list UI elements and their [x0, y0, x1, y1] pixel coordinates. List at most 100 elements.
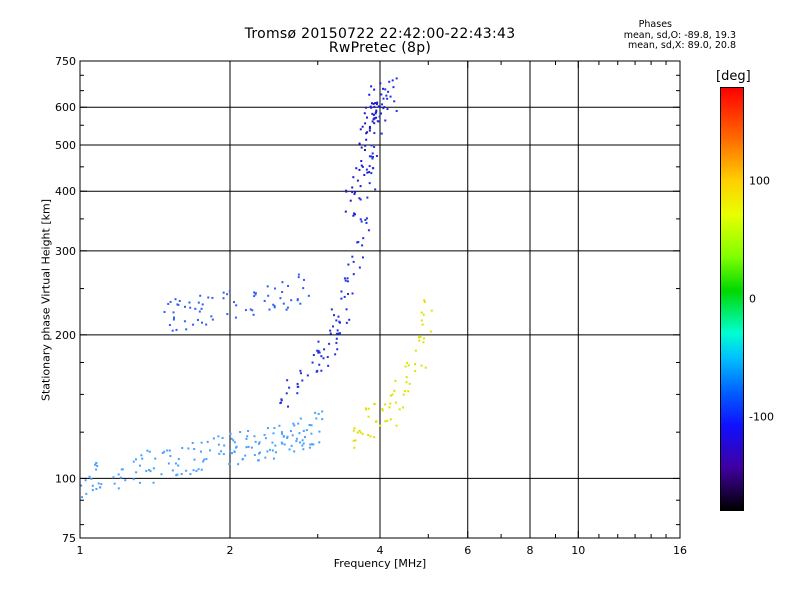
data-point: [141, 457, 144, 460]
data-point: [174, 462, 177, 465]
data-point: [356, 179, 359, 182]
data-point: [389, 394, 392, 397]
data-point: [395, 424, 398, 427]
data-point: [195, 469, 198, 472]
data-point: [257, 459, 260, 462]
data-point: [368, 127, 371, 130]
data-point: [253, 435, 256, 438]
data-point: [296, 385, 299, 388]
data-point: [366, 131, 369, 134]
data-point: [419, 336, 422, 339]
data-point: [347, 263, 350, 266]
data-point: [239, 431, 242, 434]
data-point: [307, 294, 310, 297]
data-point: [365, 138, 368, 141]
data-point: [430, 309, 433, 312]
data-point: [222, 291, 225, 294]
y-tick-label: 100: [55, 472, 76, 485]
data-point: [175, 328, 178, 331]
data-point: [181, 446, 184, 449]
data-point: [363, 112, 366, 115]
data-point: [254, 440, 257, 443]
x-tick-label: 1: [77, 544, 84, 557]
data-point: [323, 348, 326, 351]
data-point: [310, 424, 313, 427]
y-tick-label: 200: [55, 329, 76, 342]
data-point: [365, 132, 368, 135]
data-point: [211, 318, 214, 321]
x-tick-label: 16: [673, 544, 687, 557]
data-point: [363, 173, 366, 176]
data-point: [318, 430, 321, 433]
data-point: [273, 427, 276, 430]
phase-x-line: mean, sd,X: 89.0, 20.8: [627, 40, 736, 51]
data-point: [288, 448, 291, 451]
data-point: [197, 301, 200, 304]
data-point: [420, 311, 423, 314]
data-point: [91, 489, 94, 492]
data-point: [286, 306, 289, 309]
data-point: [183, 305, 186, 308]
data-point: [407, 364, 410, 367]
data-point: [391, 393, 394, 396]
data-point: [370, 144, 373, 147]
data-point: [188, 301, 191, 304]
data-point: [303, 436, 306, 439]
data-point: [380, 132, 383, 135]
data-point: [318, 441, 321, 444]
data-point: [394, 379, 397, 382]
data-point: [271, 449, 274, 452]
data-point: [268, 308, 271, 311]
data-point: [353, 212, 356, 215]
data-point: [378, 115, 381, 118]
data-point: [402, 393, 405, 396]
data-point: [233, 450, 236, 453]
data-point: [318, 351, 321, 354]
data-point: [199, 294, 202, 297]
data-point: [253, 295, 256, 298]
data-point: [371, 155, 374, 158]
data-point: [373, 117, 376, 120]
data-point: [334, 353, 337, 356]
data-point: [367, 407, 370, 410]
data-point: [244, 309, 247, 312]
data-point: [356, 431, 359, 434]
data-point: [346, 277, 349, 280]
data-point: [171, 329, 174, 332]
data-point: [336, 329, 339, 332]
data-point: [289, 430, 292, 433]
data-point: [244, 454, 247, 457]
data-point: [375, 103, 378, 106]
data-point: [178, 299, 181, 302]
data-point: [370, 155, 373, 158]
colorbar-tick-label: -100: [749, 410, 774, 424]
data-point: [360, 164, 363, 167]
data-point: [362, 237, 365, 240]
data-point: [370, 106, 373, 109]
y-tick-label: 500: [55, 139, 76, 152]
data-point: [371, 152, 374, 155]
data-point: [364, 106, 367, 109]
data-point: [353, 446, 356, 449]
data-point: [281, 432, 284, 435]
data-point: [134, 458, 137, 461]
data-point: [245, 437, 248, 440]
data-point: [361, 165, 364, 168]
data-point: [287, 405, 290, 408]
data-point: [278, 424, 281, 427]
data-point: [414, 363, 417, 366]
data-point: [208, 449, 211, 452]
data-point: [389, 95, 392, 98]
data-point: [352, 439, 355, 442]
data-point: [148, 450, 151, 453]
data-point: [382, 87, 385, 90]
data-point: [316, 349, 319, 352]
data-point: [372, 102, 375, 105]
data-point: [168, 449, 171, 452]
data-point: [365, 217, 368, 220]
data-point: [358, 429, 361, 432]
data-point: [189, 473, 192, 476]
data-point: [305, 429, 308, 432]
data-point: [247, 445, 250, 448]
data-point: [299, 372, 302, 375]
